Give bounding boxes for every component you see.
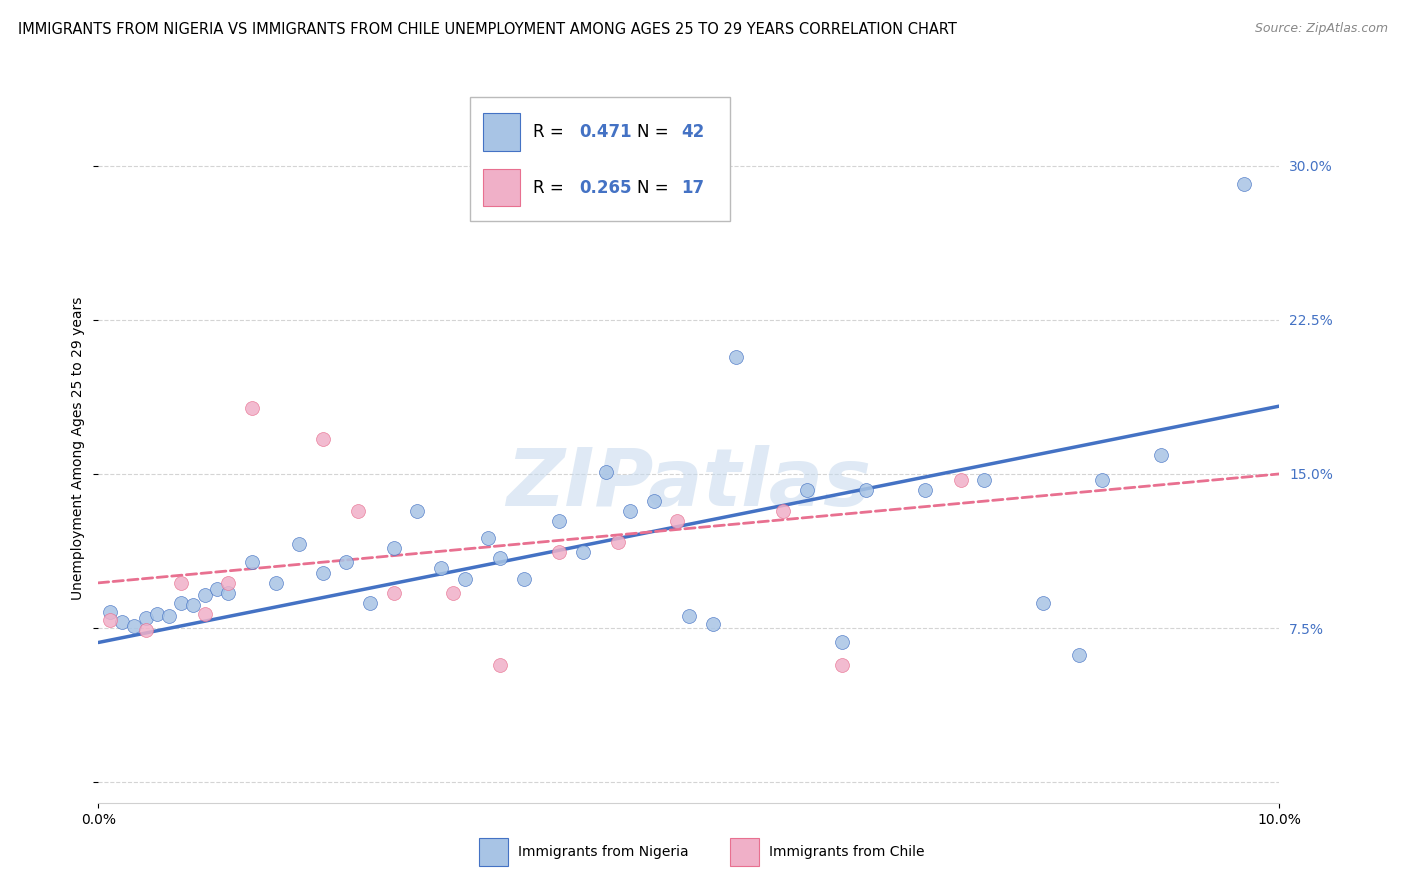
Point [973,473,995,487]
Point [914,483,936,498]
Point [205,582,228,596]
Point [441,586,464,600]
Point [382,541,405,555]
Point [157,608,180,623]
Point [240,555,263,569]
Point [347,504,370,518]
Point [855,483,877,498]
FancyBboxPatch shape [478,838,509,866]
Point [453,572,475,586]
Point [796,483,818,498]
Point [678,608,700,623]
Point [217,586,239,600]
Point [312,432,335,446]
Point [98,605,121,619]
Text: IMMIGRANTS FROM NIGERIA VS IMMIGRANTS FROM CHILE UNEMPLOYMENT AMONG AGES 25 TO 2: IMMIGRANTS FROM NIGERIA VS IMMIGRANTS FR… [18,22,957,37]
Point [1032,596,1054,610]
Point [264,575,287,590]
Point [666,514,689,528]
Point [98,613,121,627]
Point [643,493,665,508]
Point [1067,648,1090,662]
Point [335,555,357,569]
Y-axis label: Unemployment Among Ages 25 to 29 years: Unemployment Among Ages 25 to 29 years [72,296,86,600]
Text: Source: ZipAtlas.com: Source: ZipAtlas.com [1254,22,1388,36]
Text: Immigrants from Chile: Immigrants from Chile [769,845,925,859]
Point [548,545,571,559]
Point [477,531,499,545]
Point [312,566,335,580]
Point [571,545,593,559]
Point [194,588,217,602]
Point [619,504,641,518]
Point [702,617,724,632]
Point [170,575,193,590]
Text: ZIPatlas: ZIPatlas [506,445,872,523]
Point [181,599,204,613]
Point [135,611,157,625]
Point [217,575,239,590]
Point [111,615,134,629]
Point [489,551,512,566]
Point [135,623,157,637]
Point [1233,177,1256,191]
Point [831,658,853,673]
Point [772,504,794,518]
Point [1091,473,1114,487]
Point [146,607,169,621]
Point [831,635,853,649]
Point [240,401,263,416]
Point [607,534,630,549]
Point [170,596,193,610]
Point [1150,449,1173,463]
Point [288,537,311,551]
FancyBboxPatch shape [730,838,759,866]
Point [725,350,748,364]
Point [406,504,429,518]
Text: Immigrants from Nigeria: Immigrants from Nigeria [517,845,689,859]
Point [430,561,453,575]
Point [949,473,972,487]
Point [595,465,617,479]
Point [122,619,145,633]
Point [359,596,381,610]
Point [194,607,217,621]
Point [382,586,405,600]
Point [489,658,512,673]
Point [548,514,571,528]
Point [512,572,534,586]
